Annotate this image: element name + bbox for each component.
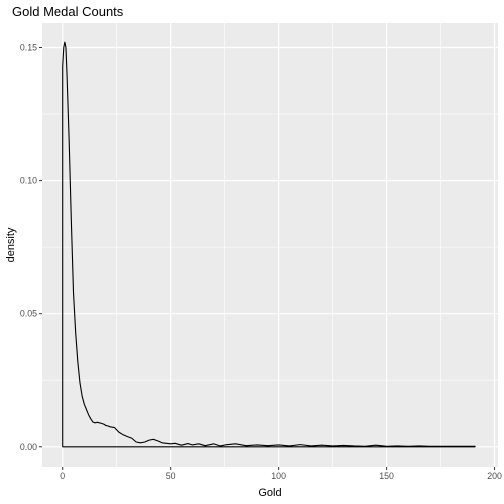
x-tick-label: 200 [487, 471, 502, 481]
y-tick-label: 0.00 [20, 442, 37, 452]
x-axis-title: Gold [258, 487, 281, 499]
y-tick-label: 0.15 [20, 42, 37, 52]
y-tick-label: 0.05 [20, 309, 37, 319]
x-axis: 0 50 100 150 200 [60, 467, 502, 481]
minor-gridlines [42, 23, 498, 467]
x-tick-label: 100 [271, 471, 286, 481]
y-tick-label: 0.10 [20, 176, 37, 186]
y-axis-title: density [5, 227, 17, 262]
plot-panel [42, 23, 498, 467]
y-axis: 0.00 0.05 0.10 0.15 [20, 42, 42, 452]
x-tick-label: 50 [166, 471, 176, 481]
chart-title: Gold Medal Counts [12, 4, 124, 19]
density-curve [62, 41, 476, 448]
x-tick-label: 0 [60, 471, 65, 481]
x-tick-label: 150 [379, 471, 394, 481]
